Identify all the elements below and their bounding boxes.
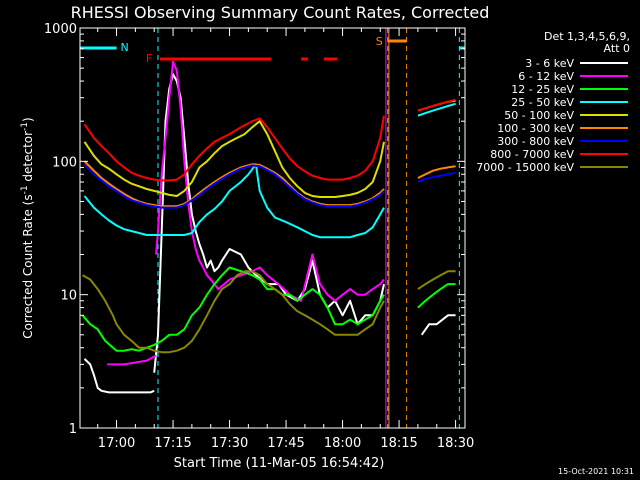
series-line-0-2 bbox=[420, 314, 456, 336]
y-axis-label-end: ) bbox=[21, 117, 35, 122]
y-tick-label-3: 1000 bbox=[44, 22, 77, 37]
legend-label-3: 25 - 50 keV bbox=[511, 96, 574, 109]
legend-label-5: 100 - 300 keV bbox=[497, 122, 574, 135]
x-tick-label-2: 17:30 bbox=[211, 436, 248, 451]
series-line-4-0 bbox=[83, 120, 385, 198]
series-line-7-1 bbox=[417, 98, 456, 112]
legend-label-2: 12 - 25 keV bbox=[511, 83, 574, 96]
plot-content bbox=[81, 28, 460, 428]
series-line-3-0 bbox=[83, 163, 385, 239]
series-line-5-0 bbox=[83, 160, 385, 208]
series-line-6-0 bbox=[83, 163, 385, 209]
series-line-0-0 bbox=[83, 358, 155, 394]
plot-frame bbox=[79, 27, 466, 429]
night-flag-label: N bbox=[121, 41, 129, 54]
chart-title: RHESSI Observing Summary Count Rates, Co… bbox=[71, 3, 490, 22]
legend-label-4: 50 - 100 keV bbox=[504, 109, 574, 122]
legend-header-line-1: Det 1,3,4,5,6,9, bbox=[544, 30, 630, 43]
y-axis-label: Corrected Count Rate (s-1 detector-1) bbox=[20, 117, 35, 338]
y-axis-label-main: Corrected Count Rate (s bbox=[21, 194, 35, 338]
series-line-2-1 bbox=[417, 283, 456, 309]
plot-area: N F S bbox=[80, 28, 465, 428]
legend-header-line-2: Att 0 bbox=[604, 42, 630, 55]
y-tick-label-0: 1 bbox=[69, 422, 77, 437]
legend-label-8: 7000 - 15000 keV bbox=[476, 161, 574, 174]
series-line-8-1 bbox=[417, 270, 456, 290]
series-line-5-1 bbox=[417, 165, 456, 179]
series-line-2-0 bbox=[81, 266, 385, 352]
series-line-3-1 bbox=[417, 102, 456, 117]
legend-label-1: 6 - 12 keV bbox=[518, 70, 574, 83]
series-line-7-0 bbox=[83, 115, 385, 182]
y-axis-label-mid: detector bbox=[21, 131, 35, 186]
series-line-6-1 bbox=[417, 171, 456, 183]
series-line-8-0 bbox=[82, 270, 385, 354]
legend-label-6: 300 - 800 keV bbox=[497, 135, 574, 148]
flare-flag-label: F bbox=[146, 52, 152, 65]
x-tick-label-0: 17:00 bbox=[98, 436, 135, 451]
x-tick-label-5: 18:15 bbox=[380, 436, 417, 451]
saa-flag-label: S bbox=[376, 35, 383, 48]
x-tick-label-4: 18:00 bbox=[324, 436, 361, 451]
x-tick-label-6: 18:30 bbox=[437, 436, 474, 451]
x-axis-label: Start Time (11-Mar-05 16:54:42) bbox=[174, 456, 385, 471]
legend-label-0: 3 - 6 keV bbox=[525, 57, 574, 70]
x-tick-label-3: 17:45 bbox=[267, 436, 304, 451]
legend-label-7: 800 - 7000 keV bbox=[490, 148, 574, 161]
footer-date: 15-Oct-2021 10:31 bbox=[558, 467, 634, 476]
x-tick-label-1: 17:15 bbox=[154, 436, 191, 451]
y-tick-label-2: 100 bbox=[52, 155, 77, 170]
y-axis-label-sup2: -1 bbox=[20, 122, 30, 131]
y-axis-label-sup1: -1 bbox=[20, 185, 30, 194]
series-line-1-0 bbox=[107, 354, 157, 366]
axis-layer: 1 10 100 1000 17:00 17:15 17:30 17:45 18:00 18:15… bbox=[44, 22, 474, 451]
y-tick-label-1: 10 bbox=[60, 289, 77, 304]
